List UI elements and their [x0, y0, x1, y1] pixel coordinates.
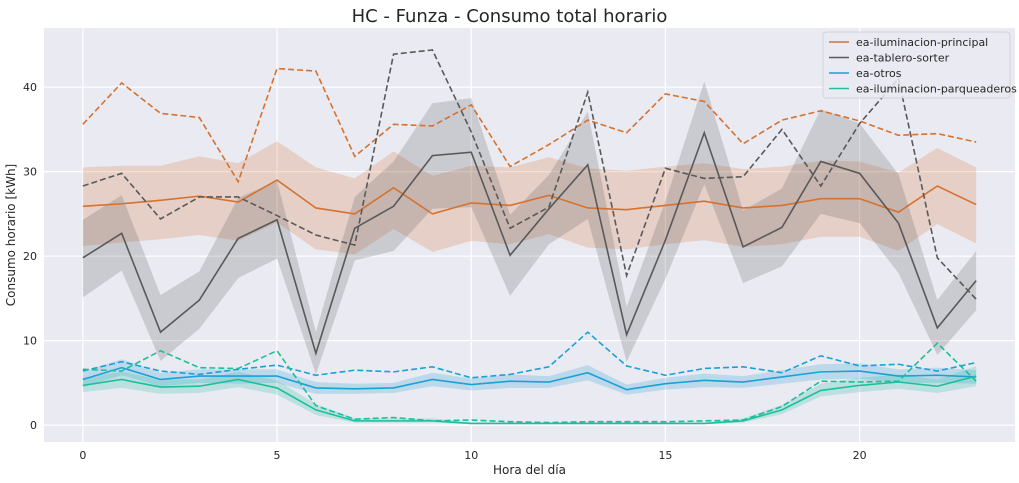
series-mean-line-1 [82, 130, 977, 357]
x-tick-label: 20 [853, 449, 867, 462]
x-tick-label: 0 [79, 449, 86, 462]
confidence-band-3 [82, 365, 977, 425]
confidence-band-2 [82, 359, 977, 395]
legend-label: ea-iluminacion-parqueaderos [856, 83, 1017, 96]
y-tick-label: 0 [30, 419, 37, 432]
series-lines [82, 49, 977, 425]
legend-label: ea-otros [856, 67, 902, 80]
y-tick-label: 30 [23, 166, 37, 179]
y-axis-label: Consumo horario [kWh] [4, 164, 18, 306]
legend-box [822, 31, 1011, 99]
confidence-bands [82, 81, 977, 425]
series-max-line-3 [82, 342, 977, 424]
series-mean-line-0 [82, 179, 977, 215]
y-tick-label: 10 [23, 335, 37, 348]
x-axis-label: Hora del día [493, 463, 566, 477]
x-tick-label: 15 [658, 449, 672, 462]
x-tick-label: 5 [274, 449, 281, 462]
confidence-band-0 [82, 141, 977, 255]
legend-label: ea-iluminacion-principal [856, 36, 988, 49]
series-max-line-2 [82, 331, 977, 379]
x-tick-label: 10 [464, 449, 478, 462]
series-mean-line-3 [82, 375, 977, 425]
y-axis-ticks: 0 10 20 30 40 [23, 81, 37, 432]
legend-label: ea-tablero-sorter [856, 52, 950, 65]
y-tick-label: 20 [23, 250, 37, 263]
chart-title: HC - Funza - Consumo total horario [352, 6, 668, 27]
x-axis-ticks: 0 5 10 15 20 [79, 449, 866, 462]
legend: ea-iluminacion-principal ea-tablero-sorte… [822, 31, 1017, 99]
series-mean-line-2 [82, 366, 977, 391]
confidence-band-1 [82, 81, 977, 375]
series-max-line-0 [82, 67, 977, 184]
y-tick-label: 40 [23, 81, 37, 94]
series-max-line-1 [82, 49, 977, 300]
